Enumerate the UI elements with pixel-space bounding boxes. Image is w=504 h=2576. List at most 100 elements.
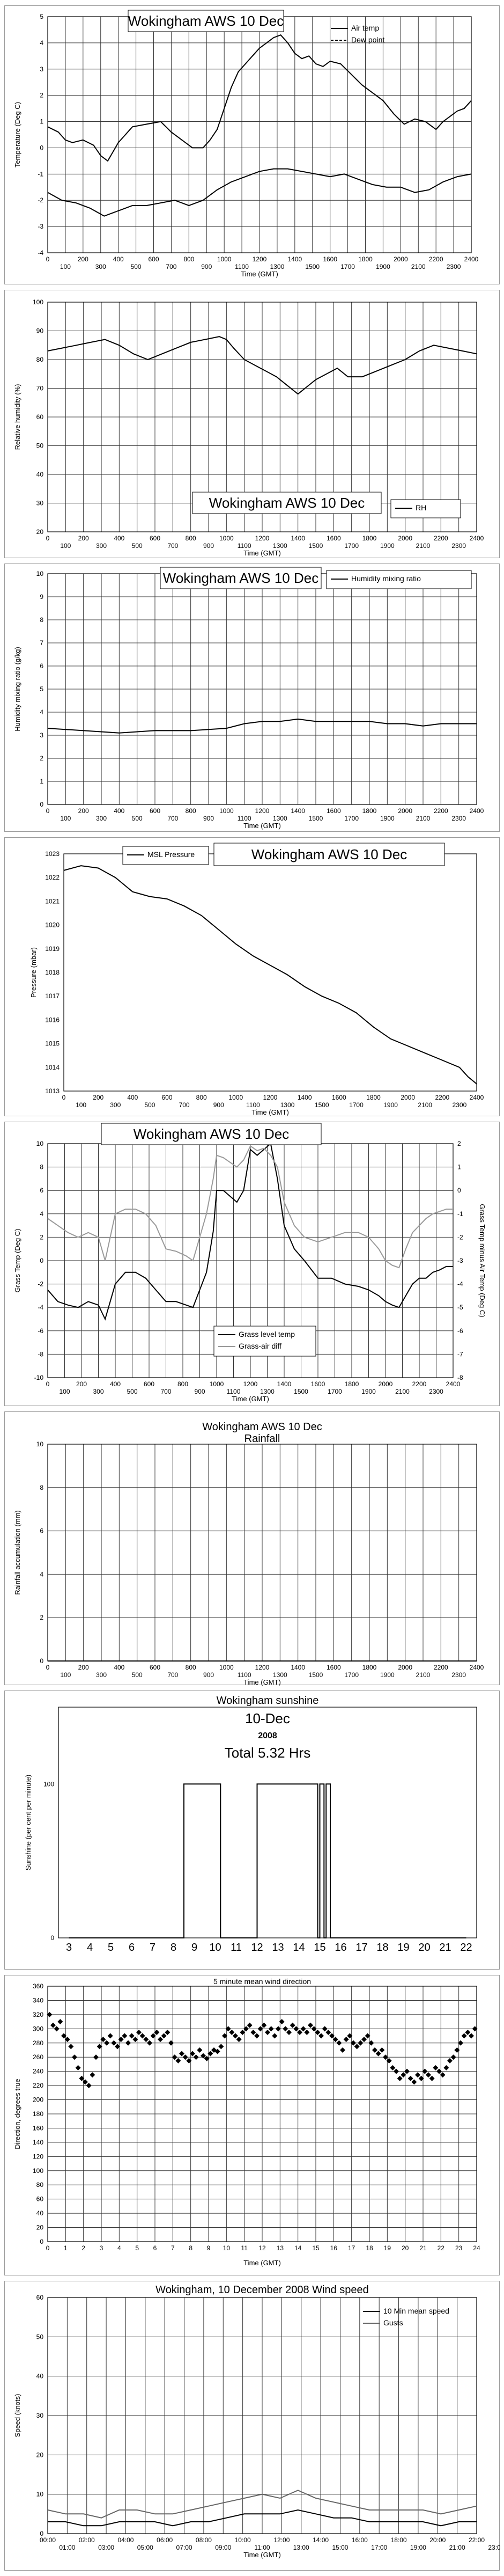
x-tick-label: 0 [46, 255, 50, 263]
data-point [293, 2026, 299, 2032]
x-tick-label: 17:00 [371, 2544, 387, 2551]
x-tick-label: 1000 [219, 807, 234, 815]
x-tick-label: 0 [46, 807, 50, 815]
legend-label: Dew point [351, 35, 384, 44]
x-tick-label: 400 [114, 807, 124, 815]
x-tick-label: 1900 [383, 1101, 398, 1109]
data-point [90, 2072, 95, 2078]
x-tick-label: 1200 [255, 807, 270, 815]
data-point [436, 2068, 442, 2074]
x-tick-label: 1300 [273, 542, 287, 550]
x-tick-label: 1400 [298, 1094, 312, 1101]
x-tick-label: 1900 [380, 815, 395, 822]
data-point [64, 2037, 70, 2043]
plot-area [47, 2297, 477, 2534]
y-tick-label: 1 [40, 118, 43, 126]
data-point [115, 2044, 120, 2050]
x-tick-label: 300 [95, 263, 106, 270]
sunshine-chart: 0 100 3 4 5 6 7 8 9 10 11 12 13 14 15 16 17 18 19 20 21 22 Sun… [24, 1695, 477, 1953]
x-tick-label: 11 [231, 1942, 242, 1953]
x-tick-label: 7 [171, 2244, 175, 2252]
x-tick-label: 2000 [398, 807, 412, 815]
y-tick-label: 7 [40, 639, 43, 647]
x-tick-label: 500 [127, 1388, 137, 1395]
y-tick-label: 220 [33, 2082, 43, 2089]
legend-label: Humidity mixing ratio [351, 574, 421, 583]
x-tick-label: 2400 [446, 1380, 461, 1388]
x-tick-label: 15 [312, 2244, 320, 2252]
x-tick-label: 1500 [309, 542, 323, 550]
x-tick-label: 1600 [311, 1380, 325, 1388]
data-point [218, 2044, 224, 2050]
x-tick-label: 1900 [376, 263, 390, 270]
chart-panel-wind-direction: 0 20 40 60 80 100 120 140 160 180 200 220 240 260 280 3… [4, 1975, 500, 2275]
y-tick-label: 200 [33, 2096, 43, 2104]
x-tick-label: 1500 [305, 263, 320, 270]
x-tick-label: 4 [87, 1942, 93, 1953]
y-axis-label: Sunshine (per cent per minute) [24, 1775, 32, 1870]
x-tick-label: 100 [60, 263, 71, 270]
pressure-chart: 1013 1014 1015 1016 1017 1018 1019 1020 1021 1022… [29, 843, 484, 1116]
data-point [50, 2022, 56, 2028]
x-tick-label: 2200 [435, 1094, 449, 1101]
x-tick-label: 1100 [227, 1388, 241, 1395]
x-tick-label: 20 [418, 1942, 430, 1953]
x-tick-label: 07:00 [176, 2544, 192, 2551]
x-tick-label: 1700 [328, 1388, 342, 1395]
data-point [447, 2058, 453, 2063]
series-line-1 [47, 1145, 453, 1269]
x-tick-label: 2100 [416, 542, 431, 550]
x-tick-label: 1600 [327, 807, 341, 815]
y2-tick-label: -2 [457, 1233, 463, 1241]
y2-tick-label: -8 [457, 1374, 463, 1381]
data-point [336, 2040, 342, 2046]
x-tick-label: 1000 [217, 255, 232, 263]
wind-speed-chart: 0 10 20 30 40 50 60 00:00 02:00 04:00 06:00 08:00 10… [13, 2284, 500, 2559]
legend-label: Grass level temp [239, 1330, 295, 1338]
x-tick-label: 14:00 [313, 2536, 329, 2544]
x-tick-label: 100 [59, 1388, 70, 1395]
y-tick-label: 50 [36, 442, 44, 450]
series-line-0 [47, 718, 477, 734]
x-tick-label: 8 [171, 1942, 176, 1953]
data-point [404, 2068, 410, 2074]
x-tick-label: 600 [148, 255, 159, 263]
data-point [214, 2048, 220, 2054]
y-tick-label: 240 [33, 2068, 43, 2075]
x-tick-label: 7 [150, 1942, 155, 1953]
legend-box [326, 570, 472, 589]
data-point [368, 2040, 374, 2046]
data-point [415, 2072, 420, 2078]
data-point [250, 2029, 256, 2035]
x-tick-label: 1200 [263, 1094, 278, 1101]
x-tick-label: 600 [150, 1664, 160, 1671]
y-tick-label: 2 [40, 1614, 43, 1621]
data-point [61, 2033, 66, 2039]
chart-panel-pressure: 1013 1014 1015 1016 1017 1018 1019 1020 1021 1022… [4, 837, 500, 1116]
x-tick-label: 1700 [349, 1101, 364, 1109]
x-tick-label: 500 [132, 1671, 143, 1679]
x-tick-label: 200 [78, 807, 89, 815]
y-tick-label: 0 [40, 2238, 43, 2245]
y-tick-label: 90 [36, 327, 44, 335]
data-point [472, 2026, 478, 2032]
x-tick-label: 11 [241, 2244, 248, 2252]
x-tick-label: 1600 [332, 1094, 346, 1101]
y-tick-label: 2 [40, 92, 43, 99]
y-tick-label: 1021 [45, 897, 60, 905]
x-tick-label: 16:00 [352, 2536, 368, 2544]
chart-title: Wokingham, 10 December 2008 Wind speed [155, 2284, 369, 2296]
x-tick-label: 24 [473, 2244, 480, 2252]
data-point [343, 2037, 349, 2043]
x-tick-label: 500 [132, 542, 143, 550]
y-tick-label: 1013 [45, 1087, 60, 1095]
x-tick-label: 17 [355, 1942, 367, 1953]
x-tick-label: 1500 [309, 1671, 323, 1679]
x-tick-label: 700 [166, 263, 176, 270]
x-tick-label: 10 [223, 2244, 231, 2252]
x-tick-label: 600 [144, 1380, 154, 1388]
data-point [243, 2026, 249, 2032]
x-tick-label: 19:00 [410, 2544, 426, 2551]
